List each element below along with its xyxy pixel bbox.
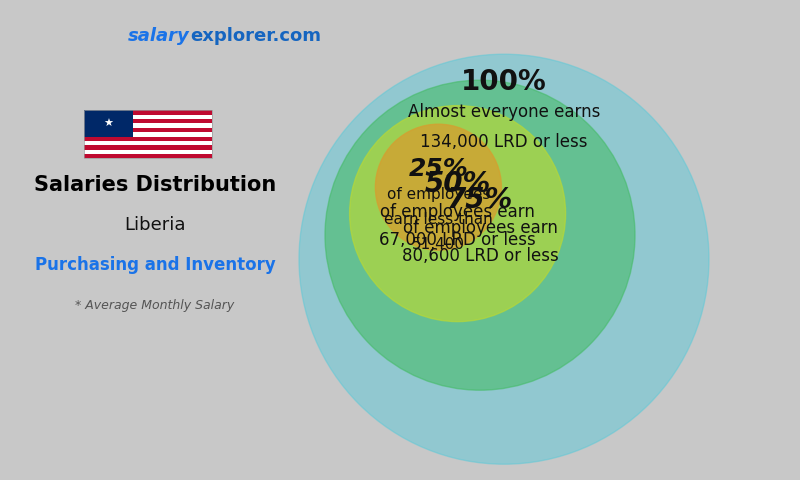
Text: earn less than: earn less than (384, 212, 493, 227)
Circle shape (325, 80, 635, 390)
Text: 50%: 50% (425, 169, 490, 198)
Bar (84, 110, 212, 158)
Circle shape (299, 54, 709, 464)
Text: Salaries Distribution: Salaries Distribution (34, 175, 276, 195)
Bar (84, 119, 212, 123)
Bar (84, 145, 212, 150)
Bar (84, 110, 212, 115)
Text: of employees: of employees (386, 187, 490, 202)
Text: of employees earn: of employees earn (380, 203, 535, 221)
Text: Liberia: Liberia (124, 216, 186, 234)
Bar (84, 137, 212, 141)
Text: 51,400: 51,400 (412, 237, 465, 252)
Text: ★: ★ (103, 119, 114, 129)
Text: 80,600 LRD or less: 80,600 LRD or less (402, 247, 558, 265)
Bar (84, 123, 212, 128)
Bar (84, 110, 133, 137)
Text: 75%: 75% (447, 186, 513, 214)
Circle shape (375, 124, 502, 250)
Bar (84, 141, 212, 145)
Bar (84, 128, 212, 132)
Bar (84, 154, 212, 158)
Text: * Average Monthly Salary: * Average Monthly Salary (75, 299, 234, 312)
Text: Almost everyone earns: Almost everyone earns (408, 103, 600, 121)
Circle shape (350, 106, 566, 322)
Bar (84, 115, 212, 119)
Text: 134,000 LRD or less: 134,000 LRD or less (420, 133, 588, 151)
Text: Purchasing and Inventory: Purchasing and Inventory (34, 256, 275, 274)
Text: of employees earn: of employees earn (402, 219, 558, 237)
Text: 100%: 100% (461, 68, 547, 96)
Text: 25%: 25% (409, 157, 468, 181)
Text: explorer.com: explorer.com (190, 27, 321, 45)
Text: 67,000 LRD or less: 67,000 LRD or less (379, 230, 536, 249)
Bar (84, 150, 212, 154)
Text: salary: salary (128, 27, 190, 45)
Bar (84, 132, 212, 137)
